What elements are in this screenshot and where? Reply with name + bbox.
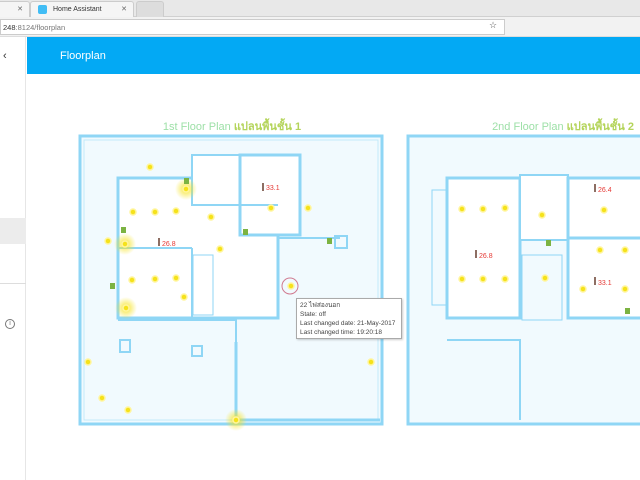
close-tab-icon[interactable]: ✕: [121, 6, 127, 13]
motion-sensor-icon[interactable]: [110, 283, 115, 289]
browser-tab-bar: ✕ Home Assistant ✕: [0, 0, 640, 17]
tooltip-entity-name: 22 ไฟส่องนอก: [300, 302, 341, 309]
tab-home-assistant[interactable]: Home Assistant ✕: [30, 1, 134, 17]
thermometer-icon: [594, 184, 596, 192]
light-bulb[interactable]: [172, 274, 180, 282]
light-bulb[interactable]: [501, 204, 509, 212]
motion-sensors: [110, 178, 630, 314]
light-bulb[interactable]: [367, 358, 375, 366]
light-bulb[interactable]: [621, 246, 629, 254]
light-bulb[interactable]: [146, 163, 154, 171]
temperature-value[interactable]: 26.8: [479, 253, 493, 260]
light-bulb[interactable]: [122, 304, 130, 312]
light-bulb[interactable]: [172, 207, 180, 215]
light-bulb[interactable]: [98, 394, 106, 402]
light-bulb[interactable]: [541, 274, 549, 282]
app-header: Floorplan: [27, 37, 640, 74]
tooltip-last-changed-time: Last changed time: 19:20:18: [300, 329, 383, 336]
sidebar-item-selected[interactable]: [0, 218, 26, 244]
temperature-value[interactable]: 33.1: [266, 185, 280, 192]
light-bulb[interactable]: [458, 275, 466, 283]
light-bulb[interactable]: [128, 276, 136, 284]
floor1-title: 1st Floor Plan แปลนพื้นชั้น 1: [163, 118, 301, 133]
thermometer-icon: [158, 238, 160, 246]
info-icon[interactable]: i: [5, 319, 15, 329]
temperature-value[interactable]: 26.8: [162, 241, 176, 248]
light-bulb[interactable]: [479, 275, 487, 283]
light-bulb[interactable]: [216, 245, 224, 253]
tab-previous[interactable]: ✕: [0, 1, 30, 17]
lights: [84, 163, 629, 431]
address-bar: 248:8124/floorplan ☆: [0, 17, 640, 37]
home-assistant-favicon: [38, 5, 47, 14]
thermometer-icon: [594, 277, 596, 285]
temperature-sensors: 33.1 26.8 26.4 26.8 33.1: [158, 183, 612, 287]
floor2-title: 2nd Floor Plan แปลนพื้นชั้น 2: [492, 118, 634, 133]
light-bulb[interactable]: [621, 285, 629, 293]
light-bulb[interactable]: [458, 205, 466, 213]
floor1-plan: [78, 134, 384, 426]
light-bulb[interactable]: [501, 275, 509, 283]
motion-sensor-icon[interactable]: [184, 178, 189, 184]
tab-title: Home Assistant: [53, 6, 102, 13]
url-input[interactable]: 248:8124/floorplan: [0, 19, 505, 35]
thermometer-icon: [475, 250, 477, 258]
light-bulb[interactable]: [182, 185, 190, 193]
close-icon[interactable]: ✕: [17, 6, 23, 13]
light-bulb[interactable]: [596, 246, 604, 254]
light-bulb[interactable]: [304, 204, 312, 212]
motion-sensor-icon[interactable]: [121, 227, 126, 233]
motion-sensor-icon[interactable]: [546, 240, 551, 246]
light-bulb[interactable]: [600, 206, 608, 214]
new-tab-button[interactable]: [136, 1, 164, 17]
light-bulb[interactable]: [129, 208, 137, 216]
light-bulb[interactable]: [121, 240, 129, 248]
thermometer-icon: [262, 183, 264, 191]
hovered-light-ring: [281, 277, 299, 295]
light-bulb[interactable]: [104, 237, 112, 245]
light-bulb[interactable]: [151, 275, 159, 283]
floor2-plan: [406, 134, 640, 426]
light-bulb[interactable]: [84, 358, 92, 366]
light-bulb[interactable]: [287, 282, 295, 290]
page-title: Floorplan: [60, 50, 106, 62]
back-chevron-icon[interactable]: ‹: [3, 50, 7, 62]
light-bulb[interactable]: [579, 285, 587, 293]
light-tooltip: 22 ไฟส่องนอก State: off Last changed dat…: [296, 298, 402, 339]
light-bulb[interactable]: [232, 416, 240, 424]
tooltip-last-changed-date: Last changed date: 21-May-2017: [300, 320, 396, 327]
temperature-value[interactable]: 26.4: [598, 187, 612, 194]
motion-sensor-icon[interactable]: [327, 238, 332, 244]
motion-sensor-icon[interactable]: [625, 308, 630, 314]
light-bulb[interactable]: [207, 213, 215, 221]
tooltip-state: State: off: [300, 311, 326, 318]
bookmark-star-icon[interactable]: ☆: [489, 20, 498, 30]
temperature-value[interactable]: 33.1: [598, 280, 612, 287]
light-bulb[interactable]: [180, 293, 188, 301]
light-bulb[interactable]: [479, 205, 487, 213]
sidebar: ‹ i: [0, 37, 26, 480]
light-bulb[interactable]: [267, 204, 275, 212]
motion-sensor-icon[interactable]: [243, 229, 248, 235]
light-bulb[interactable]: [538, 211, 546, 219]
light-bulb[interactable]: [124, 406, 132, 414]
sidebar-divider: [0, 283, 26, 284]
light-bulb[interactable]: [151, 208, 159, 216]
